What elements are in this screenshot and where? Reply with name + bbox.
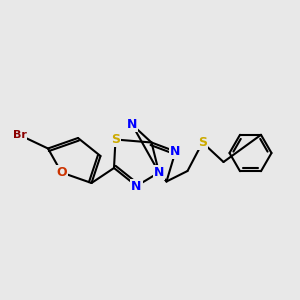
Text: N: N [170, 145, 181, 158]
Text: N: N [154, 166, 164, 179]
Text: N: N [131, 179, 142, 193]
Text: S: S [198, 136, 207, 149]
Text: N: N [127, 118, 137, 131]
Text: S: S [111, 133, 120, 146]
Text: Br: Br [13, 130, 26, 140]
Text: O: O [56, 166, 67, 179]
